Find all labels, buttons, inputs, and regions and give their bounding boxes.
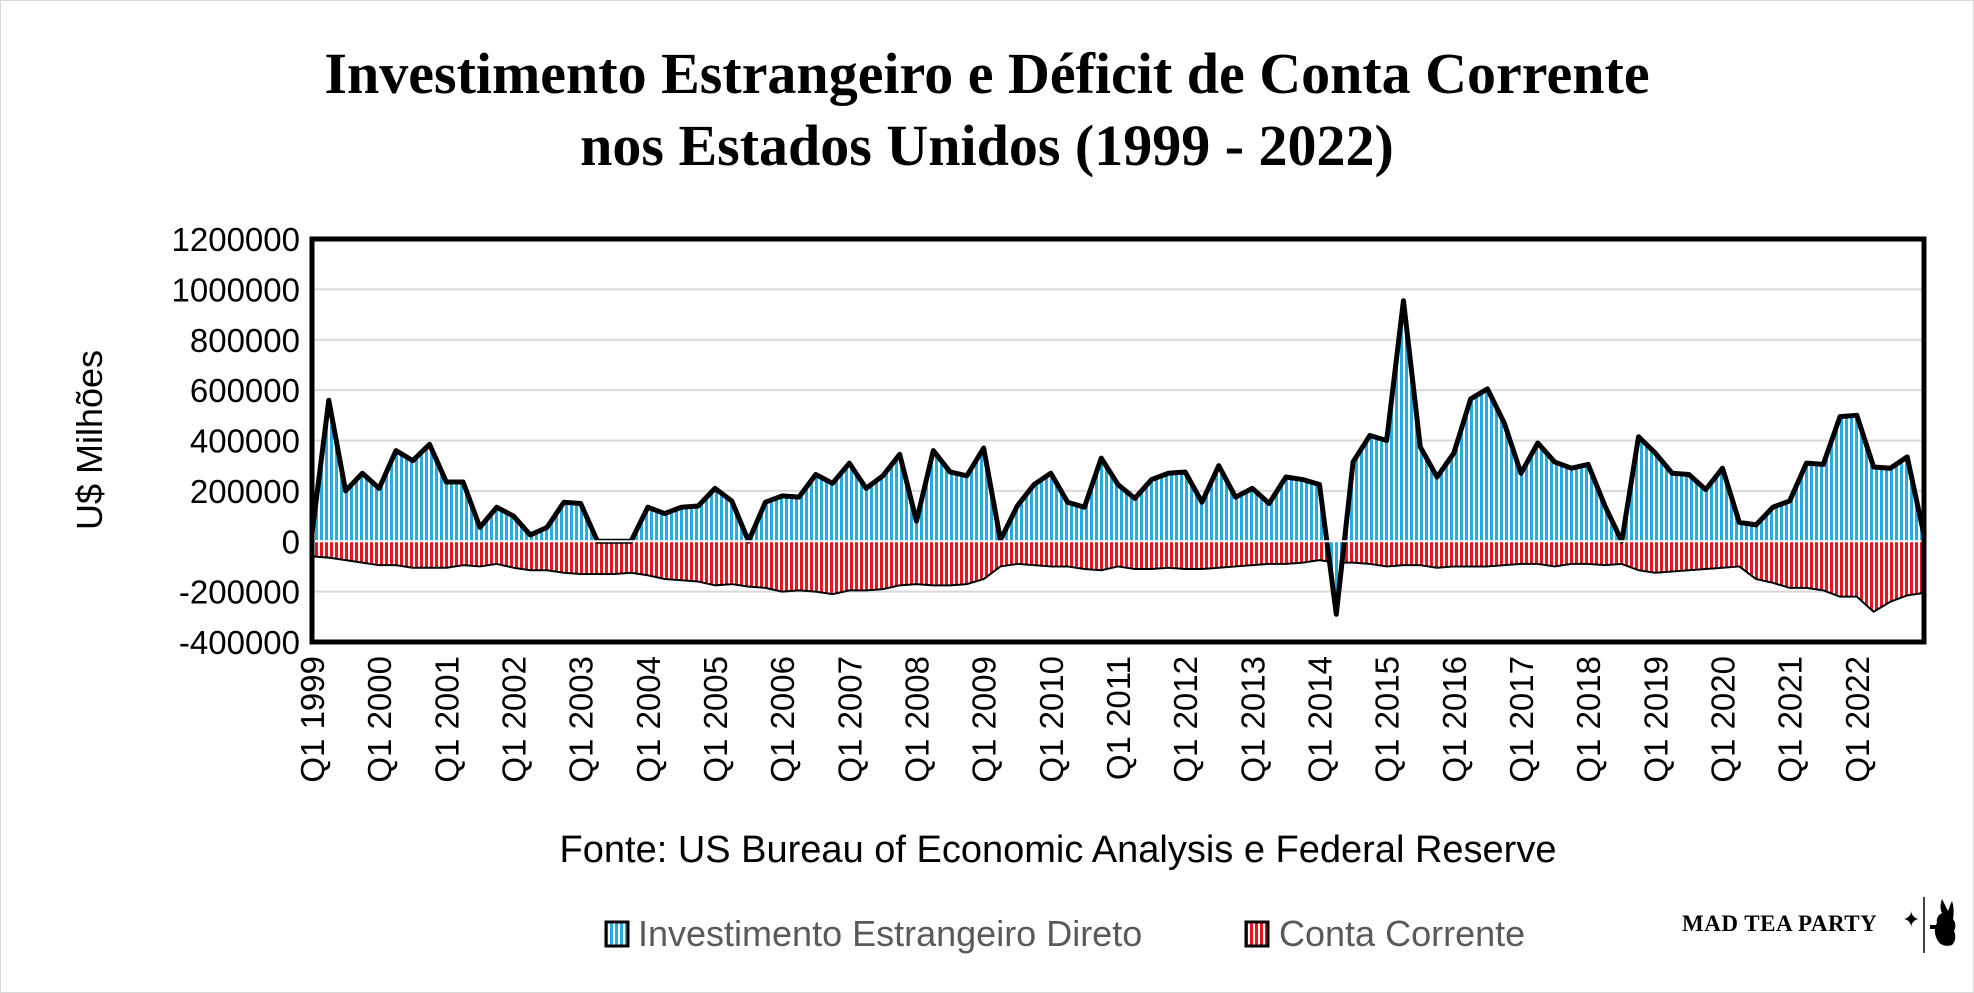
x-tick-label: Q1 2006 [764, 656, 801, 783]
chart-title-line1: Investimento Estrangeiro e Déficit de Co… [324, 41, 1650, 106]
chart-title-line2: nos Estados Unidos (1999 - 2022) [580, 113, 1394, 178]
x-tick-label: Q1 2002 [496, 656, 533, 783]
x-tick-label: Q1 2012 [1167, 656, 1204, 783]
rabbit-icon [1923, 897, 1956, 953]
x-axis-source-label: Fonte: US Bureau of Economic Analysis e … [560, 829, 1557, 871]
x-tick-label: Q1 2020 [1705, 656, 1742, 783]
y-axis-label: U$ Milhões [69, 350, 110, 530]
x-tick-label: Q1 2009 [966, 656, 1003, 783]
plot-area-border [309, 236, 1927, 645]
x-tick-label: Q1 2015 [1369, 656, 1406, 783]
gridlines [312, 238, 1924, 643]
legend: Investimento Estrangeiro Direto Conta Co… [604, 913, 1525, 954]
legend-label-fdi: Investimento Estrangeiro Direto [638, 913, 1142, 954]
series-fdi-line [309, 298, 1927, 617]
star-icon: ✦ [1902, 908, 1921, 933]
legend-swatch-current-account [1244, 920, 1270, 948]
y-tick-label: 800000 [190, 322, 300, 359]
x-tick-label: Q1 2004 [630, 656, 667, 783]
mad-tea-party-logo: MAD TEA PARTY ✦ [1680, 895, 1960, 955]
x-tick-label: Q1 2011 [1100, 656, 1137, 780]
y-tick-label: 600000 [190, 372, 300, 409]
y-tick-label: -200000 [179, 574, 300, 611]
x-tick-label: Q1 2007 [831, 656, 868, 783]
y-tick-label: -400000 [179, 624, 300, 661]
y-axis-ticks: 1200000 1000000 800000 600000 400000 200000 0 -… [172, 221, 300, 661]
x-tick-label: Q1 2021 [1772, 656, 1809, 783]
series-current-account-area [312, 541, 1924, 612]
x-tick-label: Q1 2005 [697, 656, 734, 783]
x-tick-label: Q1 2001 [428, 656, 465, 783]
x-tick-label: Q1 2022 [1839, 656, 1876, 783]
legend-item-fdi[interactable]: Investimento Estrangeiro Direto [604, 913, 1142, 954]
x-tick-label: Q1 2017 [1503, 656, 1540, 783]
legend-item-current-account[interactable]: Conta Corrente [1244, 913, 1525, 954]
y-tick-label: 400000 [190, 423, 300, 460]
x-tick-label: Q1 2019 [1637, 656, 1674, 783]
y-tick-label: 1000000 [172, 271, 300, 308]
x-tick-label: Q1 2014 [1302, 656, 1339, 783]
legend-swatch-fdi [604, 920, 630, 948]
y-tick-label: 0 [282, 523, 300, 560]
x-tick-label: Q1 2000 [361, 656, 398, 783]
x-tick-label: Q1 2010 [1033, 656, 1070, 783]
y-tick-label: 1200000 [172, 221, 300, 258]
x-tick-label: Q1 1999 [294, 656, 331, 783]
series-areas [309, 298, 1927, 617]
series-fdi-area [312, 300, 1924, 615]
legend-label-current-account: Conta Corrente [1279, 913, 1525, 954]
y-tick-label: 200000 [190, 473, 300, 510]
series-current-account-line [311, 555, 1925, 613]
x-tick-label: Q1 2016 [1436, 656, 1473, 783]
x-axis-ticks: Q1 1999 Q1 2000 Q1 2001 Q1 2002 Q1 2003 Q1 20… [294, 656, 1876, 783]
x-tick-label: Q1 2003 [563, 656, 600, 783]
x-tick-label: Q1 2008 [899, 656, 936, 783]
x-tick-label: Q1 2013 [1234, 656, 1271, 783]
logo-text: MAD TEA PARTY [1682, 911, 1878, 936]
x-tick-label: Q1 2018 [1570, 656, 1607, 783]
